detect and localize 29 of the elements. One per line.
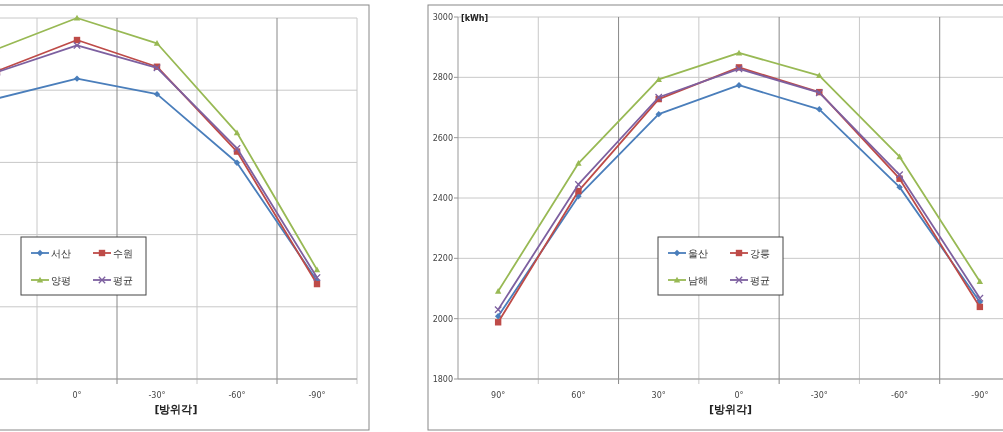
x-axis-title: [방위각] [154,403,198,416]
y-tick-label: 2400 [432,194,453,203]
y-tick-label: 2200 [432,254,453,264]
x-axis-title: [방위각] [708,403,753,416]
legend-label: 울산 [688,248,708,259]
legend-label: 서산 [51,248,71,259]
x-tick-label: 30° [651,391,666,400]
x-tick-label: -90° [308,391,326,400]
y-tick-label: 2000 [432,314,453,324]
x-tick-label: -60° [891,391,909,400]
y-tick-label: 2800 [432,73,453,83]
x-tick-label: -60° [228,391,246,400]
legend-label: 양평 [51,275,71,286]
x-tick-label: 90° [491,391,506,400]
legend-label: 강릉 [750,248,770,259]
x-tick-label: -30° [148,391,166,400]
legend-label: 수원 [113,248,133,259]
x-tick-label: -30° [810,391,828,400]
legend-label: 평균 [113,275,133,286]
x-tick-label: 60° [571,391,586,400]
x-tick-label: -90° [971,391,989,400]
y-axis-title: [kWh] [461,14,489,23]
x-tick-label: 0° [72,391,82,400]
y-tick-label: 2600 [432,133,453,143]
y-tick-label: 3000 [432,13,453,22]
y-tick-label: 1800 [432,375,453,384]
x-tick-label: 0° [734,391,744,400]
legend-label: 평균 [750,275,770,286]
legend-label: 남해 [688,275,708,286]
